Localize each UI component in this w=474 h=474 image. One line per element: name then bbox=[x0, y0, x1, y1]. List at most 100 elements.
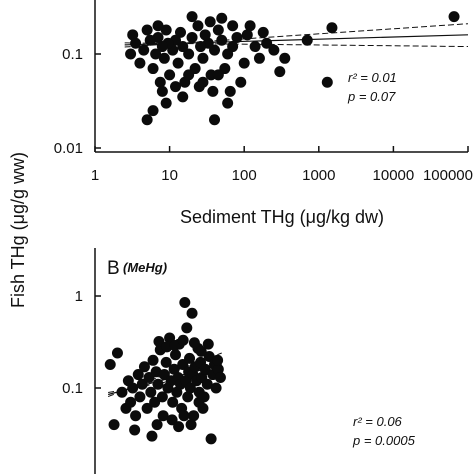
data-point bbox=[160, 356, 172, 368]
data-point bbox=[141, 114, 153, 126]
data-point bbox=[177, 41, 189, 53]
data-point bbox=[188, 410, 200, 422]
data-point bbox=[170, 349, 182, 361]
data-point bbox=[203, 350, 215, 362]
data-point bbox=[144, 34, 156, 46]
data-point bbox=[136, 378, 148, 390]
data-point bbox=[147, 354, 159, 366]
data-point bbox=[170, 81, 182, 93]
data-point bbox=[448, 11, 460, 23]
data-point bbox=[145, 386, 157, 398]
data-point bbox=[212, 24, 224, 36]
data-point bbox=[195, 345, 207, 357]
data-point bbox=[181, 322, 193, 334]
x-tick-label: 10000 bbox=[373, 167, 415, 184]
data-point bbox=[152, 378, 164, 390]
x-tick-label: 100000 bbox=[423, 167, 473, 184]
data-point bbox=[188, 337, 200, 349]
shared-y-axis-title: Fish THg (μg/g ww) bbox=[8, 152, 28, 308]
data-point bbox=[244, 20, 256, 32]
data-point bbox=[205, 433, 217, 445]
panel-a-ticks: 0.01 0.1 1 10 100 1000 10000 100000 bbox=[54, 46, 473, 184]
data-point bbox=[146, 430, 158, 442]
data-point bbox=[127, 29, 139, 41]
data-point bbox=[274, 66, 286, 78]
data-point bbox=[178, 410, 190, 422]
data-point bbox=[125, 396, 137, 408]
data-point bbox=[209, 114, 221, 126]
data-point bbox=[132, 369, 144, 381]
data-point bbox=[177, 334, 189, 346]
data-point bbox=[197, 76, 209, 88]
panel-a-xlabel: Sediment THg (μg/kg dw) bbox=[180, 207, 384, 227]
x-tick-label: 100 bbox=[232, 167, 257, 184]
data-point bbox=[192, 20, 204, 32]
data-point bbox=[279, 52, 291, 64]
data-point bbox=[147, 63, 159, 75]
data-point bbox=[235, 76, 247, 88]
panel-b-points bbox=[104, 296, 226, 445]
data-point bbox=[141, 24, 153, 36]
data-point bbox=[125, 48, 137, 60]
data-point bbox=[153, 336, 165, 348]
data-point bbox=[158, 52, 170, 64]
data-point bbox=[130, 37, 142, 49]
data-point bbox=[175, 26, 187, 38]
data-point bbox=[184, 382, 196, 394]
data-point bbox=[156, 391, 168, 403]
data-point bbox=[231, 31, 243, 43]
x-tick-label: 1000 bbox=[302, 167, 335, 184]
panel-b-r2: r² = 0.06 bbox=[353, 414, 403, 429]
data-point bbox=[201, 378, 213, 390]
data-point bbox=[249, 41, 261, 53]
data-point bbox=[212, 363, 224, 375]
data-point bbox=[186, 307, 198, 319]
data-point bbox=[321, 76, 333, 88]
data-point bbox=[212, 69, 224, 81]
data-point bbox=[156, 41, 168, 53]
data-point bbox=[195, 41, 207, 53]
panel-a-p: p = 0.07 bbox=[347, 89, 396, 104]
data-point bbox=[152, 20, 164, 32]
data-point bbox=[116, 386, 128, 398]
y-tick-label: 0.1 bbox=[62, 380, 83, 397]
data-point bbox=[197, 52, 209, 64]
data-point bbox=[199, 363, 211, 375]
data-point bbox=[326, 22, 338, 34]
data-point bbox=[179, 296, 191, 308]
data-point bbox=[301, 34, 313, 46]
data-point bbox=[268, 44, 280, 56]
data-point bbox=[160, 24, 172, 36]
panel-a-r2: r² = 0.01 bbox=[348, 70, 397, 85]
data-point bbox=[241, 29, 253, 41]
data-point bbox=[214, 372, 226, 384]
data-point bbox=[177, 91, 189, 103]
ci-lower-line bbox=[108, 371, 222, 394]
data-point bbox=[138, 44, 150, 56]
data-point bbox=[104, 359, 116, 371]
data-point bbox=[164, 69, 176, 81]
data-point bbox=[224, 85, 236, 97]
data-point bbox=[212, 354, 224, 366]
data-point bbox=[198, 391, 210, 403]
data-point bbox=[108, 419, 120, 431]
data-point bbox=[216, 34, 228, 46]
data-point bbox=[185, 419, 197, 431]
data-point bbox=[253, 52, 265, 64]
panel-b-p: p = 0.0005 bbox=[352, 433, 416, 448]
data-point bbox=[127, 382, 139, 394]
data-point bbox=[168, 363, 180, 375]
panel-a: 0.01 0.1 1 10 100 1000 10000 100000 r² = 0.01 p… bbox=[54, 0, 473, 227]
data-point bbox=[183, 48, 195, 60]
data-point bbox=[261, 37, 273, 49]
data-point bbox=[150, 48, 162, 60]
data-point bbox=[182, 391, 194, 403]
data-point bbox=[172, 57, 184, 69]
data-point bbox=[207, 85, 219, 97]
data-point bbox=[130, 410, 142, 422]
data-point bbox=[149, 396, 161, 408]
data-point bbox=[134, 57, 146, 69]
data-point bbox=[227, 20, 239, 32]
data-point bbox=[222, 48, 234, 60]
data-point bbox=[169, 339, 181, 351]
